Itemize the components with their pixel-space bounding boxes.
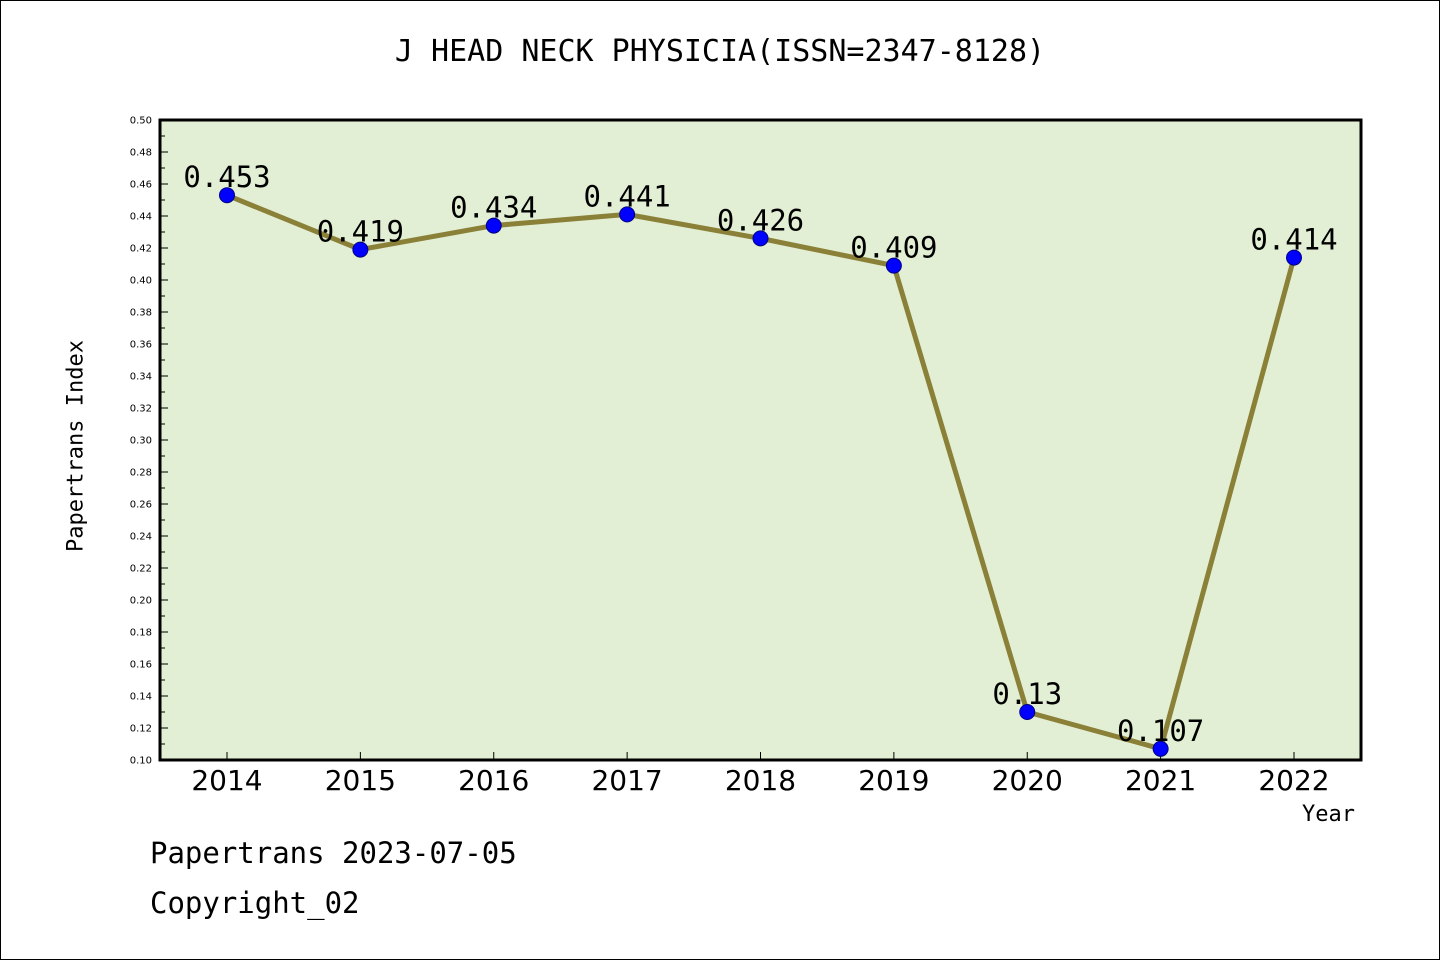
y-tick-label: 0.42 xyxy=(130,244,152,255)
plot-area xyxy=(160,120,1361,760)
y-axis: 0.10 0.12 0.14 0.16 0.18 0.20 0.22 0.24 0.26 0.28… xyxy=(130,116,168,767)
data-point xyxy=(885,257,902,274)
y-tick-label: 0.10 xyxy=(130,756,152,767)
y-tick-label: 0.24 xyxy=(130,532,152,543)
chart-title: J HEAD NECK PHYSICIA(ISSN=2347-8128) xyxy=(394,34,1046,69)
y-tick-label: 0.46 xyxy=(130,180,152,191)
y-tick-label: 0.50 xyxy=(130,116,152,127)
y-tick-label: 0.28 xyxy=(130,468,152,479)
y-tick-label: 0.16 xyxy=(130,660,152,671)
data-label: 0.434 xyxy=(450,191,537,225)
data-label: 0.441 xyxy=(583,179,670,213)
data-point xyxy=(1019,704,1036,720)
x-axis-label: Year xyxy=(1302,802,1355,827)
data-label: 0.426 xyxy=(717,203,804,237)
plot-border xyxy=(158,118,1363,762)
y-tick-label: 0.38 xyxy=(130,308,152,319)
y-tick-label: 0.22 xyxy=(130,564,152,575)
data-label: 0.414 xyxy=(1250,223,1337,257)
footer-copyright: Copyright_02 xyxy=(150,886,360,920)
x-tick-label: 2022 xyxy=(1258,764,1329,797)
footer-date: Papertrans 2023-07-05 xyxy=(150,836,517,870)
x-tick-label: 2014 xyxy=(191,764,262,797)
y-tick-label: 0.26 xyxy=(130,500,152,511)
data-point xyxy=(619,206,636,223)
y-tick-label: 0.14 xyxy=(130,692,152,703)
y-tick-label: 0.32 xyxy=(130,404,152,415)
data-point xyxy=(352,241,369,258)
data-label: 0.419 xyxy=(317,215,404,249)
data-point xyxy=(485,217,502,234)
x-tick-label: 2017 xyxy=(591,764,662,797)
y-tick-label: 0.36 xyxy=(130,340,152,351)
y-axis-label: Papertrans Index xyxy=(63,340,89,552)
data-point xyxy=(752,230,769,247)
x-tick-label: 2016 xyxy=(458,764,529,797)
x-tick-label: 2015 xyxy=(325,764,396,797)
x-tick-label: 2021 xyxy=(1125,764,1196,797)
y-tick-label: 0.30 xyxy=(130,436,152,447)
x-tick-label: 2018 xyxy=(725,764,796,797)
x-axis: 2014 2015 2016 2017 2018 2019 2020 2021 2022 xyxy=(191,752,1330,797)
data-labels: 0.453 0.419 0.434 0.441 0.426 0.409 0.13 0.107 0… xyxy=(183,160,1337,748)
y-tick-label: 0.40 xyxy=(130,276,152,287)
data-point xyxy=(219,187,235,204)
y-tick-label: 0.18 xyxy=(130,628,152,639)
y-tick-label: 0.20 xyxy=(130,596,152,607)
data-label: 0.13 xyxy=(992,677,1062,711)
data-label: 0.107 xyxy=(1117,714,1204,748)
data-point xyxy=(1152,740,1169,757)
data-label: 0.453 xyxy=(183,160,270,194)
x-tick-label: 2019 xyxy=(858,764,929,797)
x-tick-label: 2020 xyxy=(992,764,1063,797)
data-points xyxy=(219,187,1302,757)
data-point xyxy=(1286,249,1302,266)
y-tick-label: 0.34 xyxy=(130,372,152,383)
y-tick-label: 0.12 xyxy=(130,724,152,735)
data-label: 0.409 xyxy=(850,231,937,265)
y-tick-label: 0.44 xyxy=(130,212,152,223)
y-tick-label: 0.48 xyxy=(130,148,152,159)
